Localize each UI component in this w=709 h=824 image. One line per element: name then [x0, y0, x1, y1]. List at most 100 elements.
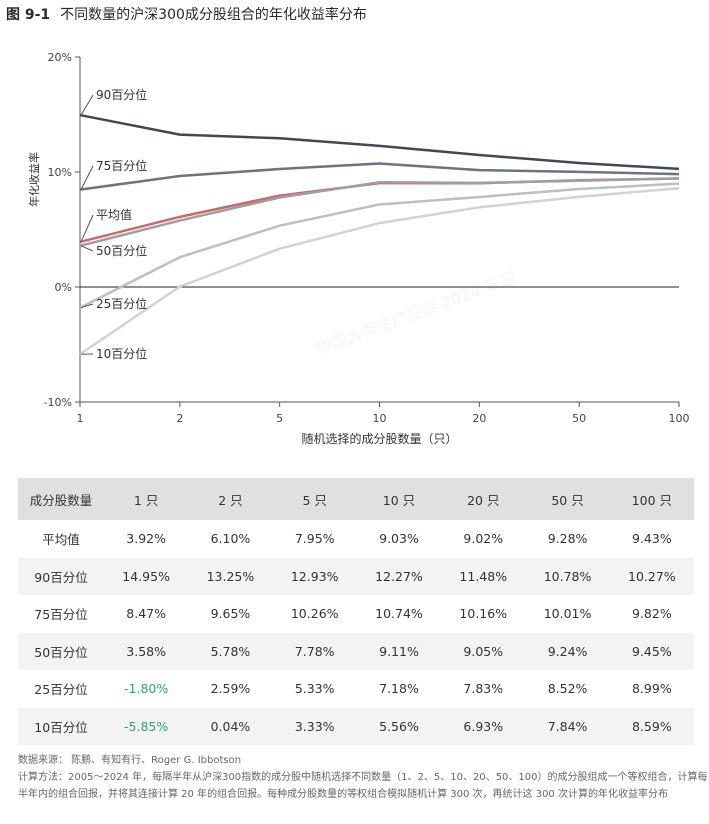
series-line-2 [79, 162, 680, 191]
row-label: 75百分位 [34, 607, 88, 623]
table-cell: 12.93% [272, 557, 357, 595]
table-cell: -1.80% [124, 681, 169, 697]
table-row: 10百分位 -5.85% 0.04% 3.33% 5.56% 6.93% 7.84% 8.59… [18, 707, 694, 745]
table-row: 25百分位 -1.80% 2.59% 5.33% 7.18% 7.83% 8.52% 8.99… [18, 670, 694, 708]
table-body: 平均值 3.92% 6.10% 7.95% 9.03% 9.02% 9.28% 9.43% 90… [18, 520, 694, 745]
x-tick-label: 20 [472, 412, 486, 425]
table-cell: 7.83% [463, 681, 504, 697]
row-label: 50百分位 [18, 632, 104, 670]
series-label: 90百分位 [96, 87, 147, 102]
table-cell: 0.04% [188, 707, 273, 745]
table-cell: 9.65% [210, 606, 251, 622]
table-cell: 9.45% [609, 632, 694, 670]
table-cell: 7.78% [272, 632, 357, 670]
y-tick-label: 0% [55, 281, 72, 294]
table-cell: 9.02% [463, 531, 504, 547]
table-header-cell: 1 只 [104, 478, 189, 520]
table-cell: 11.48% [441, 557, 526, 595]
table-cell: 8.52% [547, 681, 588, 697]
table-cell: 9.24% [525, 632, 610, 670]
series-leader-line [80, 214, 94, 243]
table-cell: 7.18% [379, 681, 419, 697]
series-label: 平均值 [96, 207, 132, 222]
series-leader-line [80, 245, 94, 252]
table-cell: 9.05% [441, 632, 526, 670]
table-cell: 10.78% [525, 557, 610, 595]
table-row: 90百分位 14.95% 13.25% 12.93% 12.27% 11.48% 10.78… [18, 557, 694, 595]
table-header-cell: 5 只 [272, 478, 357, 520]
y-tick-label: 20% [48, 51, 72, 64]
line-chart: 20% 10% 0% -10% 1 2 5 10 20 50 100 随机选择的成分股数量（只） 年化收… [27, 51, 690, 446]
table-cell: 10.26% [290, 606, 339, 622]
source-note: 数据来源： 陈鹏、有知有行、Roger G. Ibbotson [18, 755, 242, 766]
series-line-4 [79, 177, 680, 248]
figure-title: 图 9-1 不同数量的沪深300成分股组合的年化收益率分布 [6, 4, 367, 24]
notes: 数据来源： 陈鹏、有知有行、Roger G. Ibbotson 计算方法：200… [18, 752, 708, 803]
y-tick-label: -10% [44, 396, 72, 409]
series-line-6 [79, 186, 680, 356]
table-cell: 8.99% [631, 681, 672, 697]
series-leader-line [80, 303, 94, 309]
table-cell: 9.11% [356, 632, 442, 670]
table-cell: 8.59% [609, 707, 694, 745]
x-tick-label: 100 [669, 412, 690, 425]
table-cell: 6.10% [210, 531, 251, 547]
table-cell: 10.16% [459, 606, 508, 622]
table-cell: 9.43% [631, 531, 672, 547]
method-note: 计算方法：2005～2024 年，每隔半年从沪深300指数的成分股中随机选择不同… [18, 772, 708, 800]
series-leader-line [80, 94, 94, 116]
x-tick-label: 10 [373, 412, 387, 425]
table-cell: 13.25% [188, 557, 273, 595]
table-header-cell: 10 只 [356, 478, 442, 520]
table-cell: 12.27% [356, 557, 442, 595]
table-row: 平均值 3.92% 6.10% 7.95% 9.03% 9.02% 9.28% 9.43% [18, 520, 694, 558]
table-cell: 7.95% [294, 531, 335, 547]
table-cell: 6.93% [441, 707, 526, 745]
table-header-cell: 100 只 [609, 478, 694, 520]
table-cell: 10.74% [375, 606, 423, 622]
table-cell: 9.03% [379, 531, 419, 547]
table-cell: 8.47% [126, 606, 166, 622]
x-tick-label: 5 [276, 412, 283, 425]
series-leader-line [80, 165, 94, 190]
x-tick-label: 1 [77, 412, 84, 425]
table-cell: 5.56% [356, 707, 442, 745]
table-header-cell: 20 只 [441, 478, 526, 520]
series-line-5 [79, 182, 680, 309]
y-axis-label: 年化收益率 [27, 152, 41, 207]
table-cell: 5.78% [188, 632, 273, 670]
figure-number: 图 9-1 [6, 7, 51, 23]
table-cell: 14.95% [104, 557, 189, 595]
table-header-cell: 2 只 [188, 478, 273, 520]
table-cell: 3.33% [272, 707, 357, 745]
row-label: 平均值 [42, 532, 80, 548]
series-label: 50百分位 [96, 243, 147, 258]
x-axis-label: 随机选择的成分股数量（只） [301, 431, 457, 446]
table-row: 75百分位 8.47% 9.65% 10.26% 10.74% 10.16% 10.01% 9… [18, 595, 694, 633]
figure-title-text: 不同数量的沪深300成分股组合的年化收益率分布 [60, 7, 367, 23]
table-header-cell: 50 只 [525, 478, 610, 520]
y-tick-label: 10% [48, 166, 72, 179]
table-cell: 3.92% [126, 531, 166, 547]
table-cell: 2.59% [210, 681, 251, 697]
series-label: 10百分位 [96, 346, 147, 361]
table-cell: 3.58% [104, 632, 189, 670]
x-tick-label: 50 [572, 412, 586, 425]
table-header-label: 成分股数量 [18, 478, 104, 520]
table-cell: 10.01% [543, 606, 592, 622]
series-label: 75百分位 [96, 158, 147, 173]
table-cell: 10.27% [609, 557, 694, 595]
table-cell: -5.85% [104, 707, 189, 745]
row-label: 90百分位 [18, 557, 104, 595]
row-label: 25百分位 [34, 682, 88, 698]
table-cell: 7.84% [525, 707, 610, 745]
table-row: 50百分位 3.58% 5.78% 7.78% 9.11% 9.05% 9.24% 9.45% [18, 632, 694, 670]
table-cell: 9.28% [547, 531, 588, 547]
table-cell: 5.33% [294, 681, 335, 697]
x-tick-label: 2 [176, 412, 183, 425]
table-cell: 9.82% [631, 606, 672, 622]
series-line-1 [79, 113, 680, 171]
row-label: 10百分位 [18, 707, 104, 745]
